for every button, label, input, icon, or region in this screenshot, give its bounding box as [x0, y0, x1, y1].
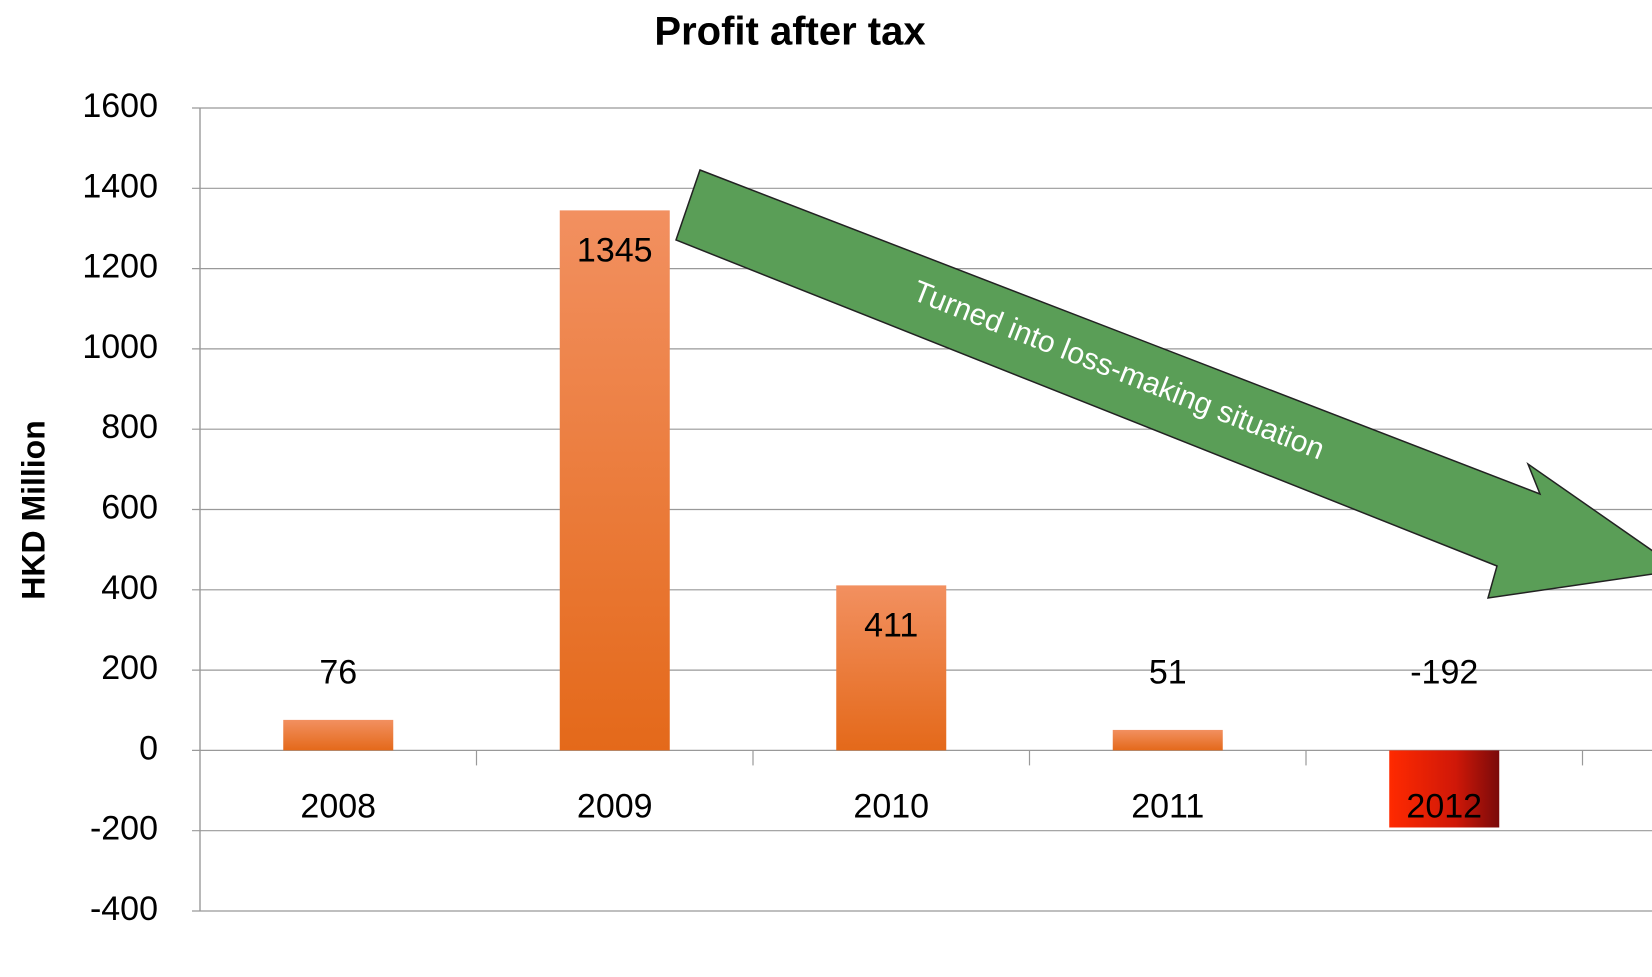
value-label: 1345	[577, 231, 653, 269]
x-tick-label: 2009	[577, 787, 653, 825]
x-tick-label: 2010	[853, 787, 929, 825]
y-tick-label: 400	[101, 569, 158, 607]
y-axis-label: HKD Million	[15, 420, 51, 600]
y-tick-label: 1200	[82, 248, 158, 286]
y-tick-label: -400	[90, 890, 158, 928]
annotation-arrow: Turned into loss-making situation	[675, 169, 1652, 599]
value-label: -192	[1410, 653, 1478, 691]
value-label: 411	[864, 606, 918, 644]
chart-title: Profit after tax	[654, 10, 925, 54]
grid: -400 -200 0 200 400 600 800 1000 1200 1400 1600	[82, 87, 1652, 928]
y-tick-label: 1000	[82, 328, 158, 366]
value-label: 51	[1149, 653, 1187, 691]
bars	[283, 210, 1500, 828]
bar	[836, 585, 947, 751]
x-tick-label: 2008	[300, 787, 376, 825]
bar	[1112, 729, 1223, 751]
bar	[283, 719, 394, 751]
annotation-text: Turned into loss-making situation	[908, 275, 1329, 467]
y-tick-label: 600	[101, 488, 158, 526]
value-label: 76	[319, 653, 357, 691]
bar	[559, 210, 670, 751]
y-tick-label: 1400	[82, 167, 158, 205]
arrow	[675, 169, 1652, 599]
y-tick-label: 800	[101, 408, 158, 446]
y-tick-label: -200	[90, 810, 158, 848]
y-tick-label: 1600	[82, 87, 158, 125]
x-tick-label: 2012	[1406, 787, 1482, 825]
x-tick-label: 2011	[1131, 787, 1204, 825]
y-tick-label: 200	[101, 649, 158, 687]
bar	[1389, 750, 1500, 828]
y-tick-label: 0	[139, 729, 158, 767]
